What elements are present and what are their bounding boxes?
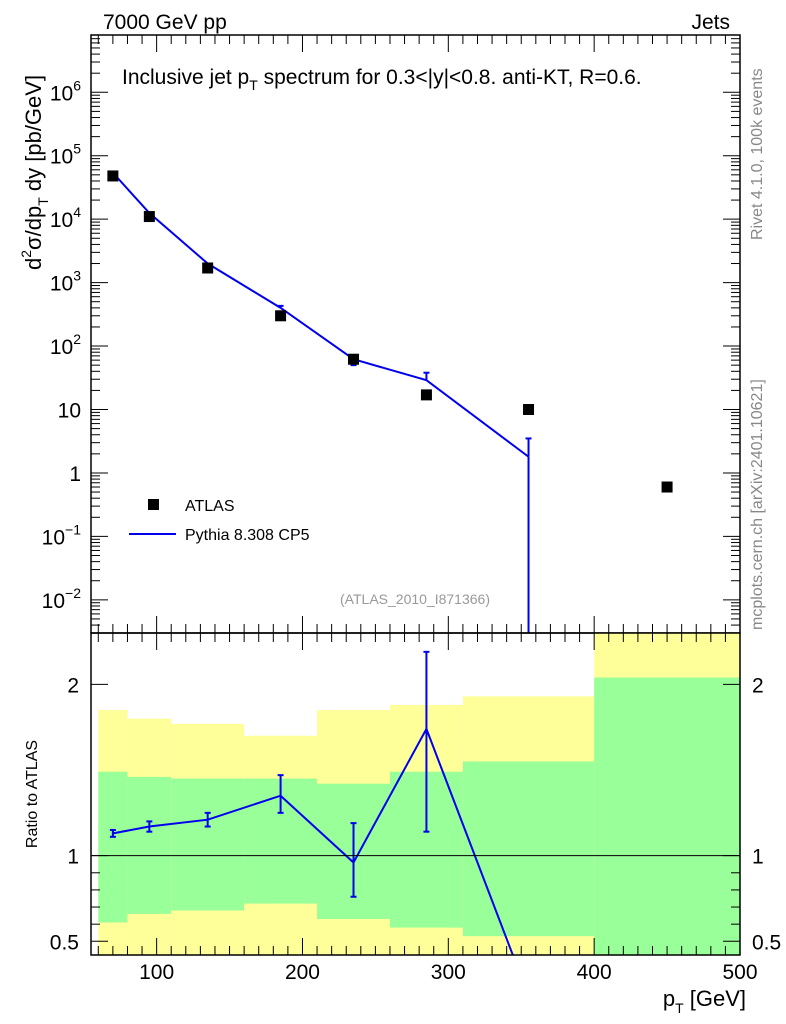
ytick-exp: 5 — [73, 141, 81, 157]
atlas-point — [348, 353, 360, 365]
ratio-ytick-label-left: 1 — [67, 846, 79, 869]
ratio-axis-ticks: 0.5 0.5 1 1 2 2 100 200 300 400 500 — [50, 633, 781, 984]
ratio-bands — [98, 633, 740, 955]
pythia-line — [112, 172, 530, 458]
stat-uncertainty-band — [98, 771, 128, 923]
legend: ATLAS Pythia 8.308 CP5 — [129, 498, 310, 544]
main-ytick-label: 106 — [50, 77, 81, 105]
legend-atlas-marker — [148, 499, 159, 510]
main-ytick-label: 103 — [50, 268, 81, 296]
ratio-xtick-label: 100 — [139, 961, 174, 984]
ytick-base: 10 — [50, 146, 73, 169]
xlabel-unit: [GeV] — [684, 986, 746, 1011]
atlas-point — [661, 481, 673, 493]
ylabel-tail: dy [pb/GeV] — [21, 75, 46, 197]
ratio-xtick-label: 500 — [722, 961, 757, 984]
mcplots-label: mcplots.cern.ch [arXiv:2401.10621] — [749, 379, 766, 630]
ytick-base: 10 — [42, 526, 65, 549]
xlabel-sub: T — [675, 1000, 684, 1016]
ratio-xtick-label: 200 — [285, 961, 320, 984]
ytick-exp: 3 — [73, 268, 81, 284]
ratio-xtick-label: 400 — [577, 961, 612, 984]
ratio-panel: 0.5 0.5 1 1 2 2 100 200 300 400 500 Ratio to ATLAS… — [24, 632, 781, 1016]
ytick-base: 10 — [50, 82, 73, 105]
ratio-ytick-label-left: 2 — [67, 674, 79, 697]
plot-title-pre: Inclusive jet p — [122, 66, 249, 89]
atlas-point — [107, 170, 119, 182]
ratio-pythia-series — [109, 650, 514, 955]
header-left: 7000 GeV pp — [103, 11, 227, 34]
ylabel-mid: σ/dp — [21, 206, 46, 250]
xlabel-p: p — [663, 986, 675, 1011]
analysis-id: (ATLAS_2010_I871366) — [340, 591, 490, 607]
ytick-base: 10 — [42, 590, 65, 613]
ytick-base: 10 — [50, 336, 73, 359]
main-ytick-label: 10 — [58, 400, 81, 423]
plot-title-post: spectrum for 0.3<|y|<0.8. anti-KT, R=0.6… — [258, 66, 642, 89]
main-ytick-label: 10−1 — [42, 521, 82, 549]
ytick-base: 10 — [50, 209, 73, 232]
atlas-point — [143, 211, 155, 223]
main-ytick-label: 1 — [69, 463, 81, 486]
ytick-exp: 4 — [73, 204, 81, 220]
ytick-exp: 6 — [73, 77, 81, 93]
rivet-label: Rivet 4.1.0, 100k events — [749, 68, 766, 240]
main-ylabel: d2σ/dpT dy [pb/GeV] — [18, 75, 51, 270]
main-ytick-label: 105 — [50, 141, 81, 169]
plot-title: Inclusive jet pT spectrum for 0.3<|y|<0.… — [122, 66, 642, 93]
header-right: Jets — [691, 11, 730, 34]
pythia-series — [112, 172, 532, 633]
ylabel-sup: 2 — [18, 250, 34, 258]
ratio-xlabel: pT [GeV] — [663, 986, 746, 1016]
ratio-ytick-label-right: 0.5 — [752, 931, 781, 954]
atlas-point — [202, 262, 214, 274]
ratio-ylabel: Ratio to ATLAS — [24, 740, 41, 848]
main-ytick-label: 104 — [50, 204, 81, 232]
ratio-ytick-label-left: 0.5 — [50, 931, 79, 954]
ytick-base: 10 — [58, 400, 81, 423]
ylabel-d: d — [21, 258, 46, 270]
stat-uncertainty-band — [594, 677, 740, 955]
plot-title-sub: T — [249, 77, 258, 93]
atlas-point — [275, 310, 287, 322]
legend-atlas-label: ATLAS — [185, 498, 235, 515]
stat-uncertainty-band — [127, 776, 172, 914]
main-ytick-label: 10−2 — [42, 585, 82, 613]
atlas-point — [523, 404, 535, 416]
legend-pythia-label: Pythia 8.308 CP5 — [185, 527, 310, 544]
stat-uncertainty-band — [171, 778, 245, 911]
ratio-frame — [90, 632, 741, 956]
ratio-ytick-label-right: 2 — [752, 674, 764, 697]
ytick-exp: −1 — [65, 521, 81, 537]
ytick-exp: 2 — [73, 331, 81, 347]
ytick-base: 10 — [50, 273, 73, 296]
stat-uncertainty-band — [462, 761, 595, 937]
ytick-exp: −2 — [65, 585, 81, 601]
ratio-ytick-label-right: 1 — [752, 846, 764, 869]
ratio-xtick-label: 300 — [431, 961, 466, 984]
main-ytick-label: 102 — [50, 331, 81, 359]
ylabel-sub: T — [35, 197, 51, 206]
atlas-point — [420, 389, 432, 401]
ytick-base: 1 — [69, 463, 81, 486]
